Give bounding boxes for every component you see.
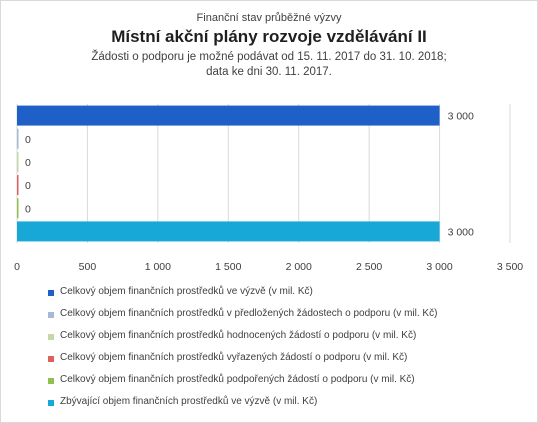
- legend-label: Celkový objem finančních prostředků podp…: [60, 374, 415, 385]
- bar-series-5: [17, 198, 19, 219]
- x-tick-label: 2 500: [356, 261, 382, 273]
- legend-item-4: Celkový objem finančních prostředků vyřa…: [48, 347, 528, 369]
- x-tick-label: 3 000: [426, 261, 452, 273]
- x-tick-label: 500: [79, 261, 97, 273]
- chart-legend: Celkový objem finančních prostředků ve v…: [48, 281, 528, 413]
- chart-note-line-1: Žádosti o podporu je možné podávat od 15…: [91, 51, 447, 63]
- legend-swatch: [48, 400, 54, 406]
- data-label-series-5: 0: [25, 203, 31, 215]
- chart-title: Místní akční plány rozvoje vzdělávání II: [111, 27, 427, 46]
- x-tick-label: 3 500: [497, 261, 523, 273]
- legend-item-5: Celkový objem finančních prostředků podp…: [48, 369, 528, 391]
- legend-label: Celkový objem finančních prostředků v př…: [60, 308, 438, 319]
- bar-series-3: [17, 151, 19, 172]
- bar-group: [17, 105, 440, 242]
- chart-note-line-2: data ke dni 30. 11. 2017.: [206, 66, 332, 78]
- data-labels: 3 000 0 0 0 0 3 000: [25, 111, 474, 239]
- data-label-series-1: 3 000: [448, 111, 474, 123]
- bar-series-6: [17, 221, 440, 242]
- legend-swatch: [48, 334, 54, 340]
- bar-series-1: [17, 105, 440, 126]
- grid-lines: [16, 104, 511, 243]
- chart-subtitle: Finanční stav průběžné výzvy: [196, 12, 342, 24]
- legend-item-2: Celkový objem finančních prostředků v př…: [48, 303, 528, 325]
- x-axis-ticks: 0 500 1 000 1 500 2 000 2 500 3 000 3 500: [14, 261, 523, 273]
- legend-label: Zbývající objem finančních prostředků ve…: [60, 396, 318, 407]
- x-tick-label: 0: [14, 261, 20, 273]
- legend-swatch: [48, 356, 54, 362]
- legend-label: Celkový objem finančních prostředků ve v…: [60, 286, 313, 297]
- x-tick-label: 1 000: [145, 261, 171, 273]
- legend-item-6: Zbývající objem finančních prostředků ve…: [48, 391, 528, 413]
- legend-swatch: [48, 290, 54, 296]
- bar-series-4: [17, 175, 19, 196]
- legend-label: Celkový objem finančních prostředků vyřa…: [60, 352, 408, 363]
- data-label-series-3: 0: [25, 157, 31, 169]
- x-tick-label: 1 500: [215, 261, 241, 273]
- data-label-series-6: 3 000: [448, 226, 474, 238]
- legend-swatch: [48, 378, 54, 384]
- data-label-series-2: 0: [25, 134, 31, 146]
- bar-series-2: [17, 128, 19, 149]
- legend-swatch: [48, 312, 54, 318]
- data-label-series-4: 0: [25, 180, 31, 192]
- legend-item-3: Celkový objem finančních prostředků hodn…: [48, 325, 528, 347]
- legend-item-1: Celkový objem finančních prostředků ve v…: [48, 281, 528, 303]
- chart-note: Žádosti o podporu je možné podávat od 15…: [0, 50, 538, 80]
- legend-label: Celkový objem finančních prostředků hodn…: [60, 330, 417, 341]
- x-tick-label: 2 000: [286, 261, 312, 273]
